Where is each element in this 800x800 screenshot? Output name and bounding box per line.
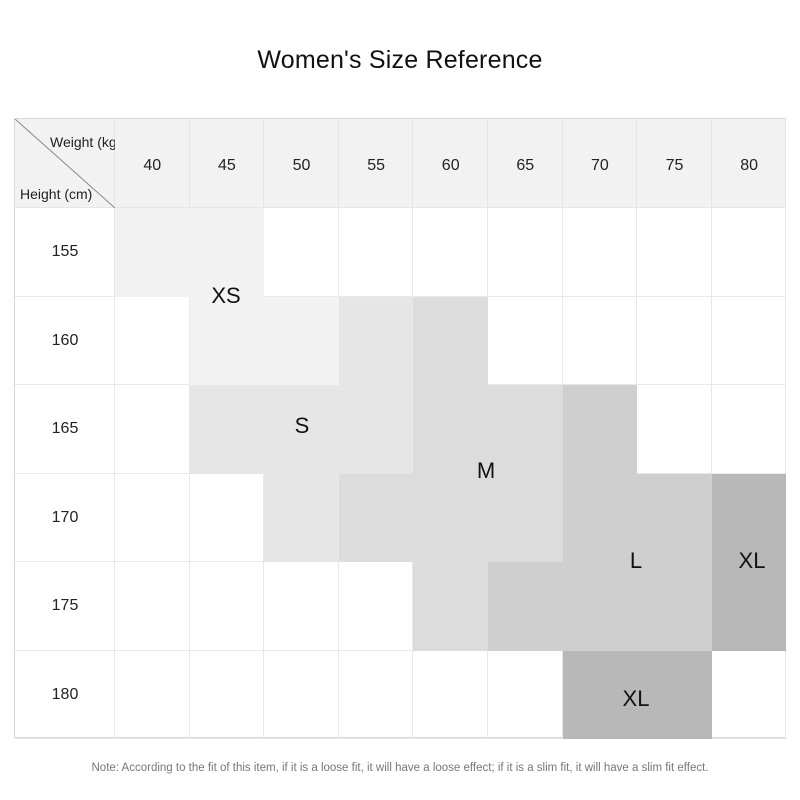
height-value: 160 [51,331,79,349]
size-grid: Weight (kg) Height (cm) 40 45 50 55 60 65 70 75… [14,118,787,739]
size-cell-xl [711,473,787,562]
weight-header-cell: 65 [488,119,563,208]
size-cell-l [562,473,638,562]
empty-cell [115,473,190,562]
size-cell-l [562,562,638,651]
weight-value: 55 [367,157,385,174]
size-cell-xl [562,650,638,739]
empty-cell [189,650,265,739]
weight-header-cell: 40 [115,119,190,208]
empty-cell [115,385,190,474]
empty-cell [264,562,339,651]
size-cell-xs [264,296,339,385]
size-cell-m [413,473,488,562]
empty-cell [264,650,339,739]
empty-cell [115,650,190,739]
size-cell-l [562,385,638,474]
height-header-cell: 160 [15,296,115,385]
empty-cell [488,650,563,739]
weight-value: 45 [217,157,236,174]
empty-cell [711,385,787,474]
diagonal-divider [15,119,115,208]
empty-cell [264,208,339,297]
size-cell-xl [711,562,787,651]
height-axis-label: Height (cm) [20,186,93,202]
weight-value: 65 [516,157,535,174]
height-header-cell: 170 [15,473,115,562]
empty-cell [488,296,563,385]
empty-cell [189,473,265,562]
corner-header-cell: Weight (kg) Height (cm) [15,119,121,208]
empty-cell [711,208,787,297]
height-value: 170 [51,508,79,526]
size-cell-xs [189,296,265,385]
size-label-s: S [294,413,310,438]
empty-cell [562,208,638,297]
height-header-cell: 180 [15,650,115,739]
size-cell-m [488,473,563,562]
size-cell-l [637,473,712,562]
empty-cell [413,208,488,297]
chart-title: Women's Size Reference [257,46,543,74]
weight-header-cell: 60 [413,119,488,208]
size-cell-m [413,296,488,385]
size-label-xs: XS [211,283,241,308]
size-cell-m [338,473,414,562]
size-cell-s [264,473,339,562]
empty-cell [562,296,638,385]
empty-cell [338,208,414,297]
size-cell-s [338,385,414,474]
weight-header-cell: 80 [711,119,787,208]
weight-value: 50 [292,157,311,174]
height-header-cell: 155 [15,208,115,297]
size-cell-xl [637,650,712,739]
size-cell-s [338,296,414,385]
weight-header-cell: 55 [338,119,414,208]
size-cell-m [488,385,563,474]
weight-value: 60 [441,157,460,174]
weight-value: 80 [740,157,758,174]
empty-cell [115,562,190,651]
weight-axis-label: Weight (kg) [50,134,122,150]
size-cell-xs [189,208,265,297]
height-value: 155 [51,243,79,261]
size-label-m: M [476,458,496,483]
size-cell-s [189,385,265,474]
size-label-xl: XL [738,548,766,573]
height-header-cell: 165 [15,385,115,474]
empty-cell [637,208,712,297]
height-value: 175 [51,597,79,615]
weight-header-cell: 50 [264,119,339,208]
empty-cell [189,562,265,651]
size-cell-m [413,562,488,651]
empty-cell [711,650,787,739]
size-cell-l [637,562,712,651]
weight-value: 75 [665,157,684,174]
size-label-l: L [629,548,643,573]
empty-cell [413,650,488,739]
weight-header-cell: 70 [562,119,638,208]
empty-cell [338,650,414,739]
size-label-xl: XL [622,686,650,711]
weight-value: 70 [590,157,609,174]
weight-header-cell: 75 [637,119,712,208]
empty-cell [637,385,712,474]
weight-value: 40 [143,157,162,174]
empty-cell [115,296,190,385]
fit-note: Note: According to the fit of this item,… [91,762,709,774]
size-cell-s [264,385,339,474]
size-cell-l [488,562,563,651]
empty-cell [338,562,414,651]
empty-cell [711,296,787,385]
size-cell-xs [115,208,190,297]
empty-cell [637,296,712,385]
empty-cell [488,208,563,297]
height-header-cell: 175 [15,562,115,651]
weight-header-cell: 45 [189,119,265,208]
height-value: 180 [51,685,79,703]
size-cell-m [413,385,488,474]
height-value: 165 [51,420,79,438]
